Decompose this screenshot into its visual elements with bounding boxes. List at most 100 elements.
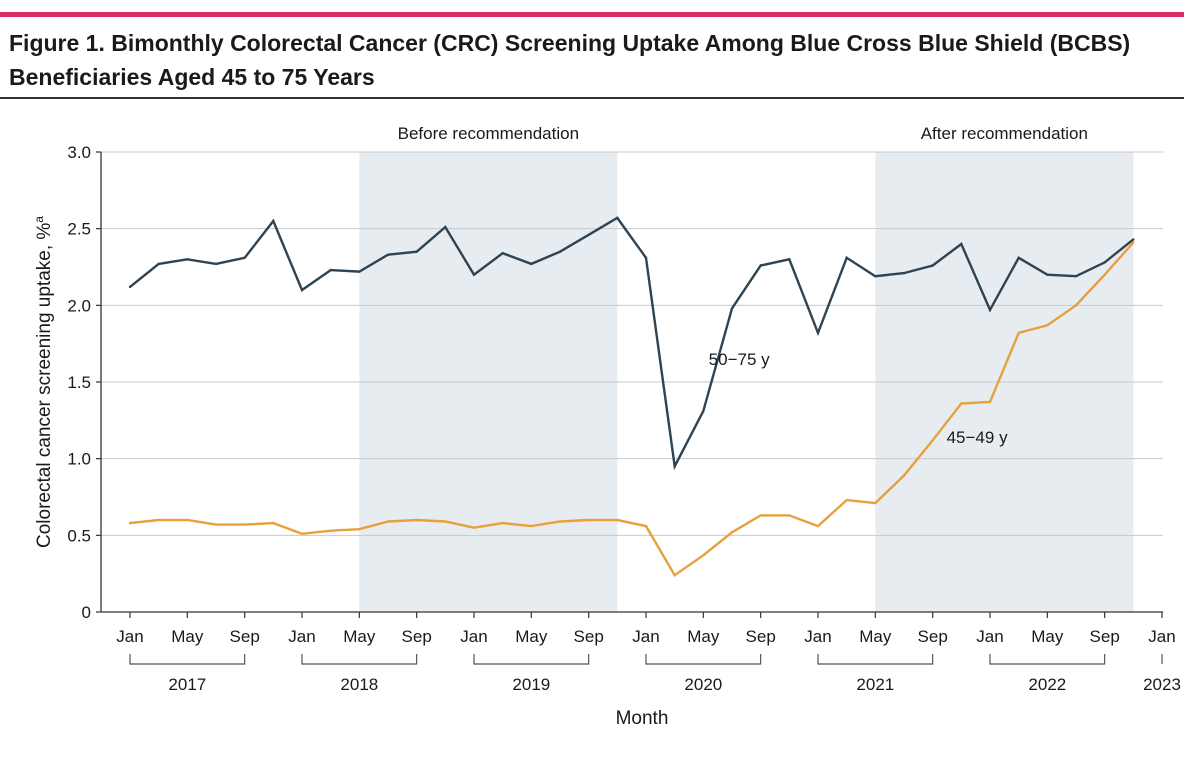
data-point [472,526,476,529]
title-divider [0,97,1184,99]
x-tick-label: Sep [1090,627,1120,646]
data-point [128,285,132,289]
data-point [558,250,562,253]
figure-title-line-2: Beneficiaries Aged 45 to 75 Years [9,64,375,90]
data-point [845,256,848,259]
data-point [759,264,762,267]
y-tick-label: 2.0 [67,296,91,315]
axes: 0 0.5 1.0 1.5 2.0 2.5 3.0 Jan May Sep Jan May Sep Jan… [32,143,1181,729]
figure-title-line-1: Figure 1. Bimonthly Colorectal Cancer (C… [9,30,1131,56]
x-tick-label: Sep [918,627,948,646]
data-point [157,518,160,522]
data-point [128,521,132,525]
x-tick-label: Sep [746,627,776,646]
x-tick-label: Jan [804,627,831,646]
x-tick-label: Jan [632,627,659,646]
data-point [1017,256,1020,259]
year-label-2017: 2017 [168,675,206,694]
data-point [472,273,476,276]
data-point [1132,241,1135,244]
y-axis-title-superscript: a [32,216,46,223]
data-point [673,465,676,468]
data-point [186,258,189,261]
data-point [501,252,504,255]
accent-bar [0,12,1184,17]
series-label-50-75-y: 50−75 y [709,350,770,369]
data-point [730,531,734,534]
data-point [988,308,992,312]
data-point [587,518,590,522]
data-point [530,524,533,528]
data-point [673,574,676,577]
y-tick-label: 0 [82,603,91,622]
x-tick-label: May [515,627,548,646]
data-point [1132,238,1135,241]
year-bracket [817,654,934,665]
data-point [759,514,762,517]
y-tick-label: 1.0 [67,450,91,469]
period-label-after: After recommendation [921,124,1088,143]
series-line-50-75-y [129,216,1135,471]
data-point [444,520,447,523]
data-point [186,518,189,522]
data-point [788,514,791,517]
data-point [616,518,619,522]
year-label-2021: 2021 [856,675,894,694]
data-point [644,256,648,259]
data-point [730,307,734,310]
series-label-45-49-y: 45−49 y [947,428,1008,447]
series-line-45-49-y [129,241,1135,577]
data-point [874,275,877,278]
data-point [644,524,648,528]
year-label-2023: 2023 [1143,675,1181,694]
data-point [272,521,275,525]
data-point [1046,273,1049,276]
data-point [1074,275,1078,278]
data-point [300,288,304,292]
year-bracket [129,654,246,665]
x-tick-label: May [343,627,376,646]
x-tick-label: May [1031,627,1064,646]
x-tick-label: Sep [574,627,604,646]
x-tick-label: Sep [402,627,432,646]
y-tick-label: 1.5 [67,373,91,392]
data-point [1103,261,1106,264]
x-tick-label: May [171,627,204,646]
y-tick-label: 3.0 [67,143,91,162]
data-point [1017,331,1020,335]
data-point [444,225,447,229]
data-point [816,331,820,335]
data-point [931,264,934,267]
data-point [243,523,246,526]
x-tick-label: May [859,627,892,646]
data-point [214,523,218,526]
data-point [530,262,533,266]
data-point [702,554,705,557]
x-tick-label: Jan [1148,627,1175,646]
x-tick-label: Jan [116,627,143,646]
y-tick-label: 2.5 [67,220,91,239]
data-point [587,233,590,236]
data-point [415,518,418,522]
data-point [816,524,820,528]
series-lines [128,216,1135,577]
data-point [272,219,275,223]
x-tick-label: Jan [976,627,1003,646]
x-tick-label: Jan [288,627,315,646]
year-bracket [989,654,1106,665]
data-point [243,256,246,259]
x-tick-label: May [687,627,720,646]
y-tick-label: 0.5 [67,526,91,545]
year-bracket [473,654,590,665]
data-point [358,528,361,531]
data-point [960,242,963,246]
data-point [386,253,390,256]
figure-title: Figure 1. Bimonthly Colorectal Cancer (C… [9,26,1179,94]
data-point [358,270,361,273]
data-point [874,501,877,505]
data-point [501,521,504,525]
x-axis-title: Month [616,708,669,729]
data-point [1074,304,1078,307]
year-bracket [645,654,762,665]
